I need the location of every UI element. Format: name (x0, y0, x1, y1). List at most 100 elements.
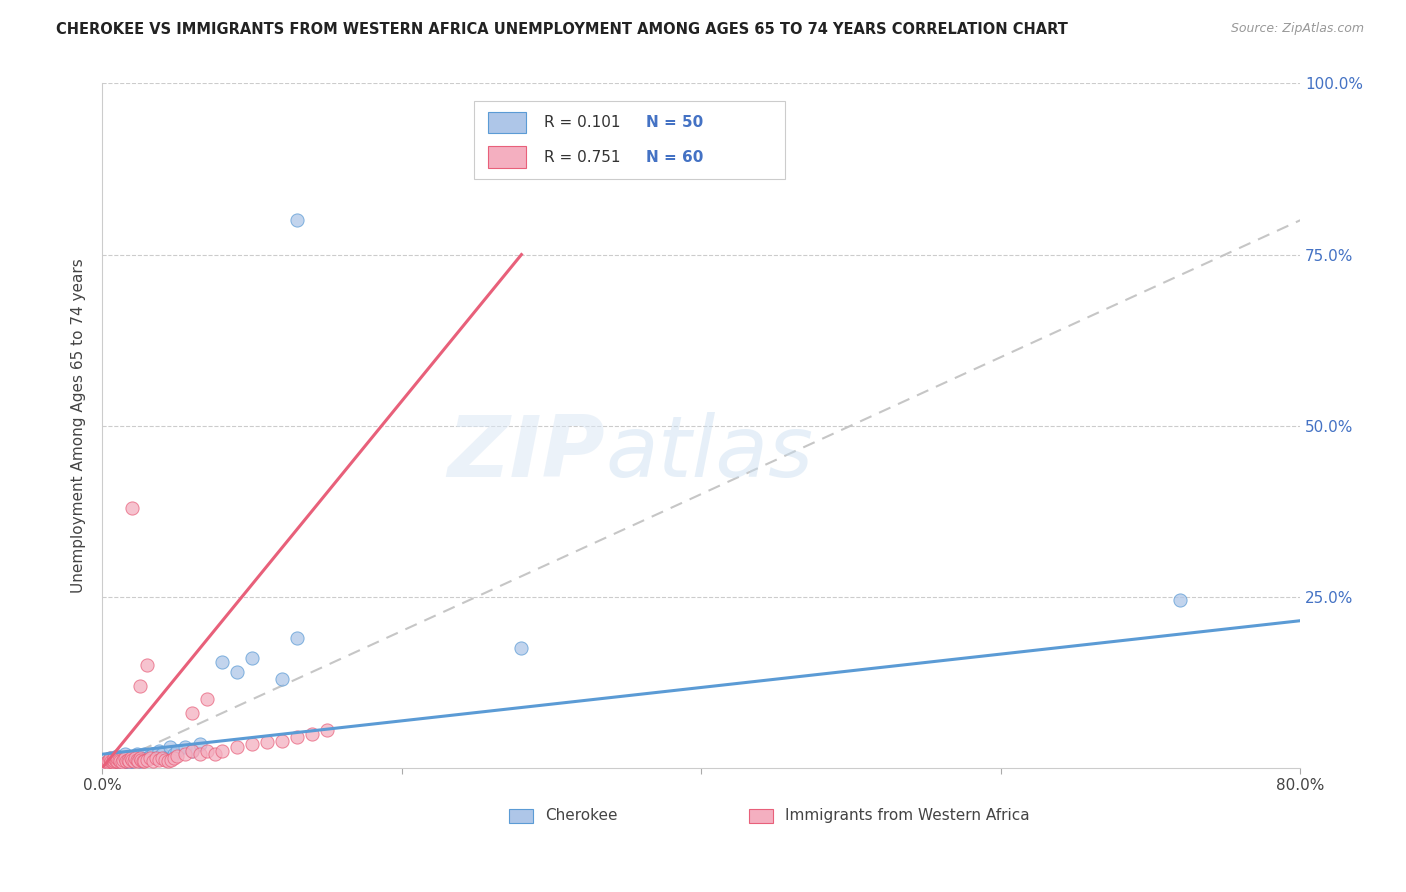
Point (104, 754, 127, 768)
Point (129, 750, 152, 764)
Point (153, 753, 176, 767)
Point (100, 754, 122, 768)
Point (124, 750, 146, 764)
Point (98, 753, 121, 767)
Point (136, 750, 159, 764)
Point (226, 665, 249, 679)
Point (114, 750, 136, 764)
Point (118, 756, 141, 770)
Point (188, 737, 211, 751)
Point (128, 754, 150, 768)
Point (150, 747, 173, 762)
Point (136, 658, 159, 673)
Point (181, 744, 204, 758)
Text: Cherokee: Cherokee (546, 808, 617, 823)
Point (157, 754, 180, 768)
Point (131, 754, 153, 768)
Point (100, 754, 122, 768)
Point (128, 679, 150, 693)
Point (145, 750, 167, 764)
Point (129, 753, 152, 767)
Point (96, 756, 118, 770)
Point (114, 747, 136, 762)
Point (188, 747, 211, 762)
Point (142, 754, 165, 768)
Point (256, 735, 278, 749)
Point (127, 754, 149, 768)
Point (101, 753, 124, 767)
Point (226, 740, 249, 755)
Text: Immigrants from Western Africa: Immigrants from Western Africa (785, 808, 1029, 823)
Point (94, 757, 117, 772)
Bar (488, 146, 526, 169)
Point (510, 641, 533, 656)
Bar (488, 112, 526, 134)
Point (1168, 593, 1191, 607)
Point (117, 754, 139, 768)
Point (173, 747, 195, 762)
Point (121, 500, 143, 515)
Point (103, 754, 125, 768)
Point (117, 753, 139, 767)
Point (125, 747, 148, 762)
Text: N = 50: N = 50 (645, 115, 703, 130)
Point (153, 750, 176, 764)
Point (195, 744, 218, 758)
Point (114, 753, 136, 767)
Point (125, 753, 148, 767)
Point (103, 754, 125, 768)
Point (159, 740, 181, 755)
Point (181, 744, 204, 758)
Point (122, 750, 145, 764)
Point (166, 748, 188, 763)
Point (142, 747, 165, 762)
Point (96, 756, 118, 770)
Point (148, 744, 170, 758)
Point (108, 754, 131, 768)
Point (112, 753, 135, 767)
Point (131, 753, 153, 767)
Bar (749, 809, 773, 822)
Point (204, 747, 226, 762)
Point (122, 754, 145, 768)
Point (145, 750, 167, 764)
Point (270, 733, 292, 747)
Point (107, 753, 129, 767)
Point (108, 750, 131, 764)
Point (150, 750, 173, 764)
FancyBboxPatch shape (474, 101, 785, 179)
Text: CHEROKEE VS IMMIGRANTS FROM WESTERN AFRICA UNEMPLOYMENT AMONG AGES 65 TO 74 YEAR: CHEROKEE VS IMMIGRANTS FROM WESTERN AFRI… (56, 22, 1069, 37)
Point (121, 753, 143, 767)
Point (285, 730, 308, 744)
Point (118, 754, 141, 768)
Y-axis label: Unemployment Among Ages 65 to 74 years: Unemployment Among Ages 65 to 74 years (72, 259, 86, 593)
Text: ZIP: ZIP (447, 411, 606, 494)
Point (105, 748, 128, 763)
Point (111, 754, 134, 768)
Point (115, 754, 138, 768)
Point (134, 747, 156, 762)
Point (285, 213, 308, 227)
Text: atlas: atlas (606, 411, 813, 494)
Point (103, 750, 125, 764)
Point (315, 723, 337, 738)
Point (148, 753, 170, 767)
Point (94, 757, 117, 772)
Point (166, 744, 188, 758)
Point (101, 756, 124, 770)
Point (97, 754, 120, 768)
Point (98, 750, 121, 764)
Point (181, 706, 204, 720)
Point (139, 748, 162, 763)
Point (111, 756, 134, 770)
Point (97, 754, 120, 768)
Point (105, 754, 128, 768)
Point (270, 672, 292, 686)
Point (115, 750, 138, 764)
Point (105, 750, 128, 764)
Point (240, 737, 263, 751)
Point (163, 747, 186, 762)
Point (163, 750, 186, 764)
Text: R = 0.101: R = 0.101 (544, 115, 620, 130)
Point (124, 753, 146, 767)
